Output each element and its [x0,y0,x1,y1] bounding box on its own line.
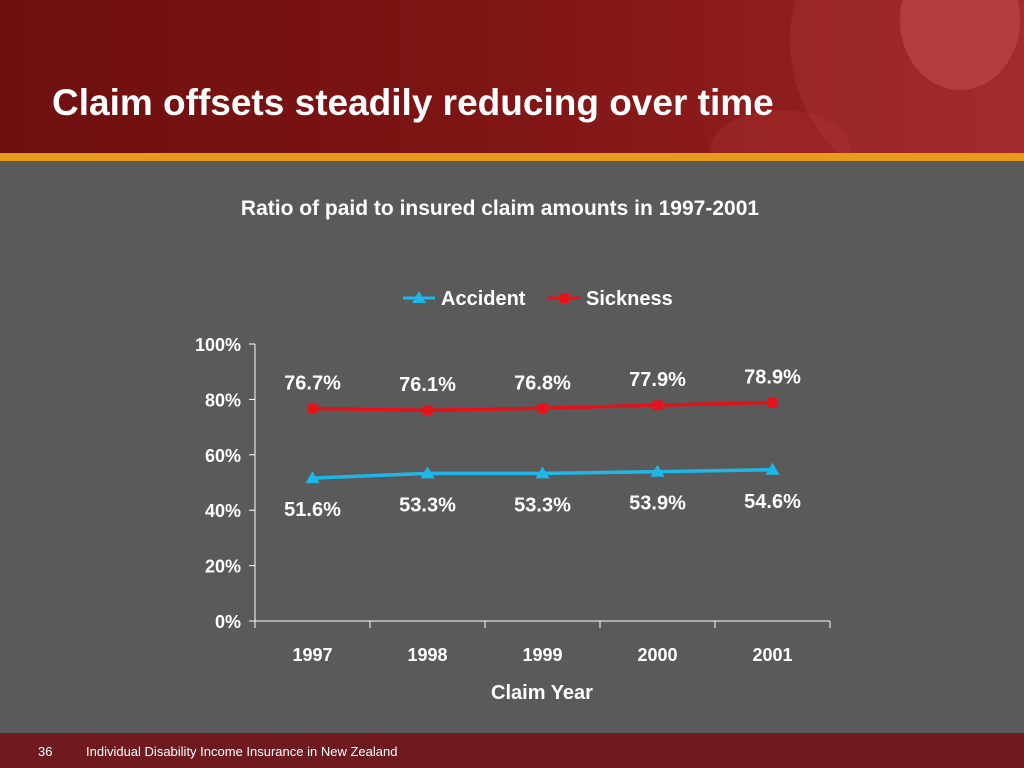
x-tick-label: 2000 [637,645,677,665]
data-label-sickness: 76.8% [514,372,571,394]
x-axis-label: Claim Year [491,682,593,704]
legend-label-sickness: Sickness [586,288,673,310]
slide-title: Claim offsets steadily reducing over tim… [52,82,774,123]
data-point-accident [305,471,320,484]
data-label-accident: 53.9% [629,493,686,515]
data-point-sickness [307,403,318,414]
data-point-accident [535,466,550,479]
x-tick-label: 1999 [522,645,562,665]
y-tick-label: 40% [205,501,241,521]
y-tick-label: 0% [215,612,241,632]
data-label-accident: 53.3% [399,494,456,516]
header-swirl-decoration [710,0,1024,153]
y-tick-label: 20% [205,557,241,577]
legend-marker-accident [412,291,426,303]
x-tick-label: 1997 [292,645,332,665]
line-chart: 0% 20% 40% 60% 80% 100% 1997 1998 1999 2000 2001 Cl… [195,288,831,704]
legend-marker-sickness [559,293,569,303]
data-label-accident: 53.3% [514,494,571,516]
accent-band [0,153,1024,161]
chart-area: 0% 20% 40% 60% 80% 100% 1997 1998 1999 2000 2001 Cl… [0,161,1024,733]
slide-footer: 36 Individual Disability Income Insuranc… [0,733,1024,768]
y-tick-label: 100% [195,335,241,355]
legend-label-accident: Accident [441,288,526,310]
data-point-accident [650,464,665,477]
data-label-sickness: 76.1% [399,374,456,396]
page-number: 36 [38,744,53,759]
data-label-accident: 51.6% [284,499,341,521]
data-point-sickness [537,403,548,414]
data-point-sickness [652,400,663,411]
x-tick-label: 2001 [752,645,792,665]
data-label-sickness: 76.7% [284,373,341,395]
data-point-accident [765,462,780,475]
footer-text: Individual Disability Income Insurance i… [86,744,398,759]
data-label-accident: 54.6% [744,491,801,513]
y-tick-label: 60% [205,446,241,466]
data-label-sickness: 77.9% [629,369,686,391]
y-tick-label: 80% [205,390,241,410]
x-tick-label: 1998 [407,645,447,665]
data-point-sickness [422,405,433,416]
data-point-sickness [767,397,778,408]
chart-title: Ratio of paid to insured claim amounts i… [240,197,760,220]
data-point-accident [420,466,435,479]
data-label-sickness: 78.9% [744,366,801,388]
slide-header: Claim offsets steadily reducing over tim… [0,0,1024,153]
